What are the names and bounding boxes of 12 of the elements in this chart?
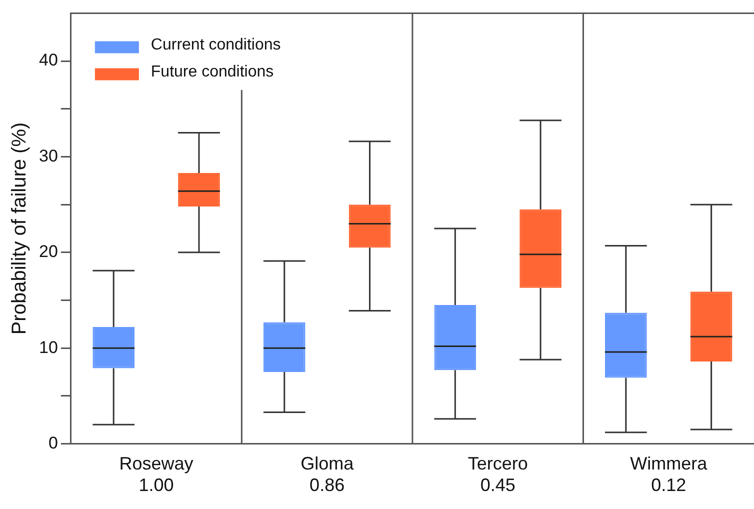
y-tick-label: 0 [48,433,58,452]
legend-label: Future conditions [150,64,274,81]
y-tick-label: 40 [38,50,58,70]
y-tick-label: 20 [38,242,58,262]
x-tick-label: Wimmera 0.12 [630,454,708,496]
y-tick-label: 30 [38,146,58,166]
x-tick-label: Tercero 0.45 [468,454,528,496]
y-axis-title: Probability of failure (%) [8,122,31,335]
x-tick-label: Roseway 1.00 [119,454,194,496]
y-tick-label: 10 [38,338,58,357]
x-tick-label: Gloma 0.86 [300,454,355,496]
legend-label: Current conditions [150,36,281,54]
